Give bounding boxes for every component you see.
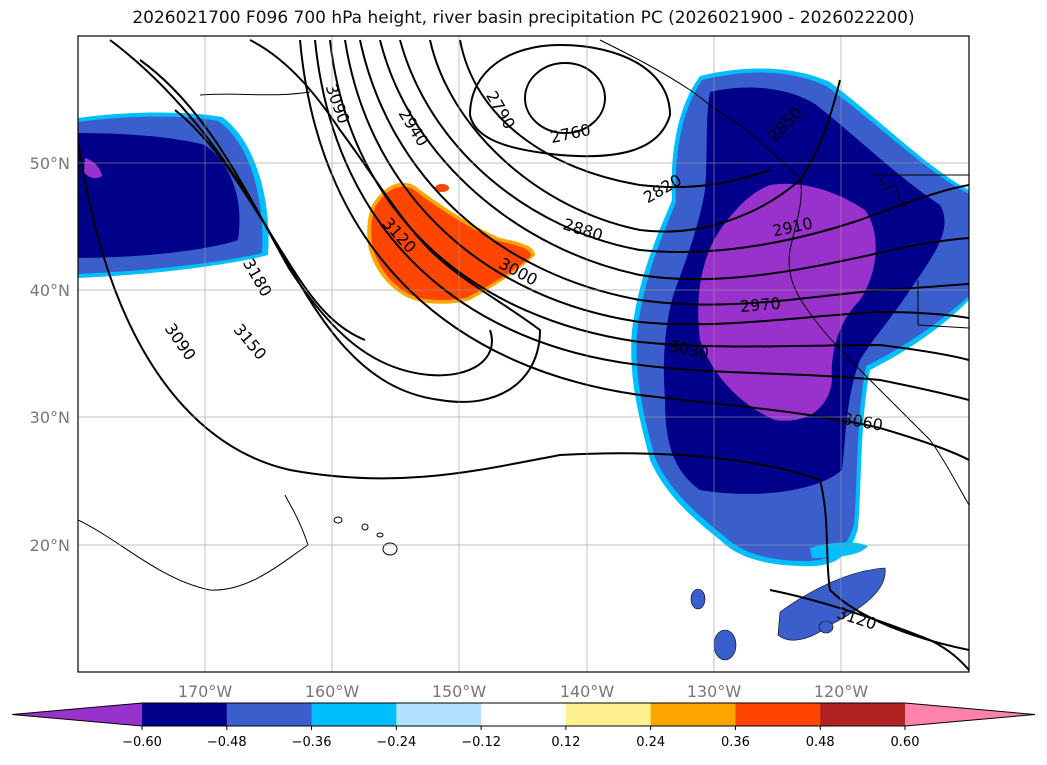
- colorbar-swatch: [396, 703, 482, 726]
- contour-2790: [468, 43, 672, 158]
- map-title: 2026021700 F096 700 hPa height, river ba…: [132, 8, 915, 28]
- colorbar-label: −0.24: [376, 735, 416, 750]
- colorbar-swatch: [142, 703, 228, 726]
- colorbar-swatch: [735, 703, 821, 726]
- colorbar-label: 0.36: [721, 735, 750, 750]
- contour-2850: [429, 39, 841, 233]
- map-frame: [77, 35, 970, 673]
- lat-label: 50°N: [30, 154, 70, 173]
- contour-2820: [459, 39, 771, 189]
- colorbar-label: 0.60: [891, 735, 920, 750]
- contour-2880: [399, 39, 969, 253]
- latitude-labels: 50°N 40°N 30°N 20°N: [30, 154, 70, 555]
- contour-2760: [524, 62, 606, 134]
- colorbar-extend-high: [905, 703, 1035, 726]
- contour-3120-south: [769, 589, 969, 671]
- lat-label: 20°N: [30, 536, 70, 555]
- positive-pc-region: [367, 182, 535, 304]
- colorbar-label: 0.48: [806, 735, 835, 750]
- contour-3090: [78, 139, 969, 651]
- colorbar: −0.60 −0.48 −0.36 −0.24 −0.12 0.12 0.24 0.36 0.4…: [11, 702, 1036, 750]
- lat-label: 40°N: [30, 281, 70, 300]
- contour-3060: [299, 39, 969, 461]
- longitude-labels: 170°W 160°W 150°W 140°W 130°W 120°W: [178, 682, 869, 701]
- colorbar-swatch: [650, 703, 736, 726]
- lon-label: 170°W: [178, 682, 233, 701]
- colorbar-swatch: [311, 703, 397, 726]
- lon-label: 150°W: [432, 682, 487, 701]
- contour-3150: [139, 59, 493, 377]
- contour-3030: [314, 39, 969, 401]
- colorbar-extend-low: [12, 703, 142, 726]
- lon-label: 140°W: [560, 682, 615, 701]
- colorbar-label: −0.48: [207, 735, 247, 750]
- lon-label: 130°W: [687, 682, 742, 701]
- contour-label-2970: 2970: [739, 294, 781, 316]
- colorbar-label: 0.24: [636, 735, 665, 750]
- negative-pc-west: [78, 112, 269, 278]
- height-contours: [78, 39, 969, 671]
- colorbar-swatch: [226, 703, 313, 726]
- colorbar-label: 0.12: [551, 735, 580, 750]
- colorbar-label: −0.36: [292, 735, 332, 750]
- contour-3180: [174, 109, 366, 341]
- colorbar-swatch: [481, 703, 567, 726]
- colorbar-swatch: [820, 703, 906, 726]
- contour-2940: [359, 39, 969, 306]
- graticule: [78, 36, 969, 672]
- lon-label: 160°W: [305, 682, 360, 701]
- coastlines: [78, 39, 969, 591]
- lat-label: 30°N: [30, 408, 70, 427]
- contour-2970: [344, 39, 969, 326]
- colorbar-label: −0.60: [122, 735, 162, 750]
- lon-label: 120°W: [814, 682, 869, 701]
- colorbar-swatch: [565, 703, 652, 726]
- contour-2910: [379, 39, 969, 281]
- colorbar-label: −0.12: [461, 735, 501, 750]
